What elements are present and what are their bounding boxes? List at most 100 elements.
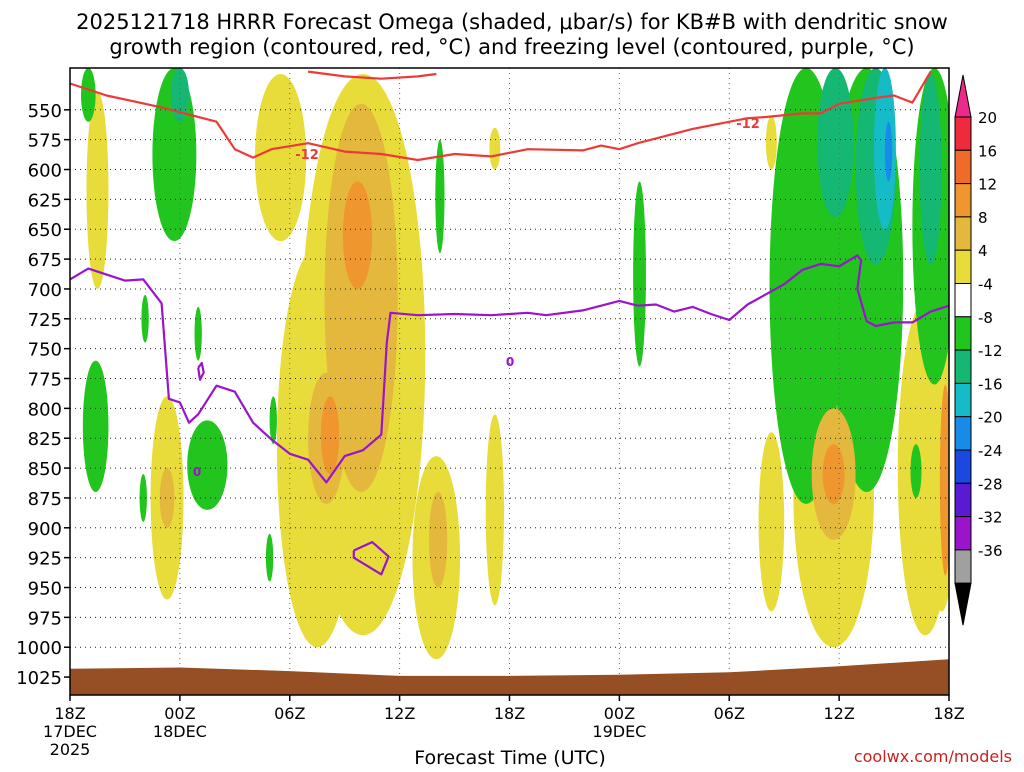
colorbar-swatch bbox=[954, 516, 972, 551]
colorbar-swatch bbox=[954, 449, 972, 484]
colorbar-swatch bbox=[954, 183, 972, 218]
y-tick-label: 675 bbox=[28, 250, 62, 271]
y-tick-label: 825 bbox=[28, 429, 62, 450]
omega-region bbox=[254, 73, 307, 242]
colorbar-label: 20 bbox=[978, 109, 997, 127]
omega-region bbox=[139, 474, 147, 522]
colorbar-swatch bbox=[954, 149, 972, 185]
y-tick-label: 975 bbox=[28, 608, 62, 629]
chart-title-line1: 2025121718 HRRR Forecast Omega (shaded, … bbox=[76, 10, 948, 34]
x-tick-date-label: 17DEC bbox=[43, 722, 97, 741]
x-axis-label: Forecast Time (UTC) bbox=[414, 747, 605, 768]
y-tick-label: 1025 bbox=[16, 668, 62, 689]
contour-labels: -12 -12 0 0 bbox=[193, 117, 760, 479]
y-tick-label: 550 bbox=[28, 101, 62, 122]
x-tick-date-label: 19DEC bbox=[592, 722, 646, 741]
y-tick-label: 850 bbox=[28, 459, 62, 480]
omega-region bbox=[765, 115, 777, 170]
colorbar-swatch bbox=[954, 482, 972, 518]
colorbar-label: -8 bbox=[978, 309, 993, 327]
colorbar-swatch bbox=[954, 316, 972, 351]
colorbar-label: -20 bbox=[978, 409, 1003, 427]
colorbar-top-arrow bbox=[954, 74, 972, 118]
x-tick-date-label: 18DEC bbox=[153, 722, 207, 741]
y-tick-label: 650 bbox=[28, 220, 62, 241]
omega-region bbox=[822, 444, 845, 504]
y-tick-label: 700 bbox=[28, 280, 62, 301]
omega-region bbox=[159, 468, 175, 528]
colorbar-label: 16 bbox=[978, 142, 997, 160]
colorbar-label: 12 bbox=[978, 176, 997, 194]
x-tick-label: 06Z bbox=[274, 704, 305, 723]
y-tick-label: 600 bbox=[28, 161, 62, 182]
x-tick-label: 18Z bbox=[54, 704, 85, 723]
colorbar-swatch bbox=[954, 283, 972, 318]
colorbar-swatch bbox=[954, 216, 972, 251]
credit-text: coolwx.com/models bbox=[854, 747, 1012, 766]
omega-region bbox=[939, 384, 949, 576]
colorbar-label: -12 bbox=[978, 342, 1003, 360]
y-tick-label: 875 bbox=[28, 489, 62, 510]
y-tick-label: 575 bbox=[28, 131, 62, 152]
y-tick-label: 950 bbox=[28, 579, 62, 600]
omega-region bbox=[428, 491, 448, 588]
y-tick-label: 750 bbox=[28, 340, 62, 361]
omega-region bbox=[435, 139, 445, 254]
dgz-contour bbox=[70, 71, 932, 162]
omega-region bbox=[80, 68, 96, 122]
plot-area bbox=[70, 68, 949, 695]
x-tick-label: 00Z bbox=[604, 704, 635, 723]
x-tick-label: 18Z bbox=[494, 704, 525, 723]
freezing-level-contour bbox=[197, 361, 205, 381]
y-tick-label: 1000 bbox=[16, 638, 62, 659]
colorbar-bottom-arrow bbox=[954, 582, 972, 626]
y-tick-label: 800 bbox=[28, 399, 62, 420]
colorbar-label: -32 bbox=[978, 509, 1003, 527]
omega-region bbox=[758, 432, 785, 612]
freezing-contour-label: 0 bbox=[506, 355, 514, 369]
colorbar-label: -28 bbox=[978, 475, 1003, 493]
terrain-ground bbox=[70, 659, 949, 695]
omega-region bbox=[817, 68, 854, 218]
colorbar-label: 4 bbox=[978, 242, 988, 260]
omega-region bbox=[342, 181, 373, 289]
y-tick-label: 900 bbox=[28, 519, 62, 540]
colorbar-swatch bbox=[954, 549, 972, 584]
colorbar-label: -16 bbox=[978, 375, 1003, 393]
y-tick-label: 625 bbox=[28, 190, 62, 211]
omega-region bbox=[324, 103, 398, 492]
omega-region bbox=[489, 127, 501, 170]
colorbar-swatch bbox=[954, 116, 972, 151]
x-tick-year-label: 2025 bbox=[50, 740, 91, 759]
x-tick-label: 12Z bbox=[823, 704, 854, 723]
omega-region bbox=[82, 360, 109, 492]
omega-region bbox=[194, 306, 202, 361]
omega-region bbox=[884, 121, 893, 182]
omega-region bbox=[86, 91, 109, 289]
omega-region bbox=[265, 533, 274, 582]
colorbar-swatch bbox=[954, 416, 972, 451]
x-tick-label: 06Z bbox=[714, 704, 745, 723]
omega-region bbox=[910, 444, 922, 498]
chart-title-line2: growth region (contoured, red, °C) and f… bbox=[109, 35, 914, 59]
dgz-contour bbox=[307, 70, 437, 80]
contours bbox=[70, 70, 949, 576]
freezing-level-contour bbox=[352, 541, 390, 576]
y-axis: 550 575 600 625 650 675 700 725 750 775 800 825 850 8… bbox=[16, 101, 70, 689]
omega-region bbox=[187, 420, 228, 510]
omega-region bbox=[873, 68, 896, 230]
omega-region bbox=[170, 68, 190, 122]
dgz-contour-label: -12 bbox=[736, 117, 760, 132]
colorbar-label: -4 bbox=[978, 276, 993, 294]
colorbar-swatch bbox=[954, 249, 972, 284]
omega-region bbox=[633, 181, 646, 367]
omega-region bbox=[269, 396, 277, 445]
colorbar-swatch bbox=[954, 349, 972, 384]
freezing-contour-label: 0 bbox=[193, 465, 201, 479]
colorbar-label: 8 bbox=[978, 209, 988, 227]
colorbar: 20 16 12 8 4 -4 -8 -12 -16 -20 -24 -28 -32 -36 bbox=[954, 74, 1003, 626]
x-tick-label: 12Z bbox=[384, 704, 415, 723]
